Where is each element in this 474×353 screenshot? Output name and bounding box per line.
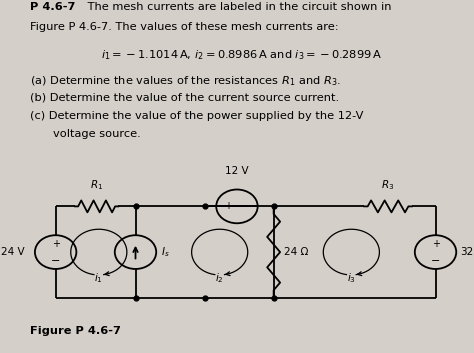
Text: $I_s$: $I_s$ [161, 245, 169, 259]
Text: 32: 32 [461, 247, 474, 257]
Text: The mesh currents are labeled in the circuit shown in: The mesh currents are labeled in the cir… [84, 2, 391, 12]
Text: −: − [241, 202, 250, 211]
Text: 24 Ω: 24 Ω [284, 247, 309, 257]
Text: $i_1$: $i_1$ [94, 271, 103, 285]
Text: +: + [431, 239, 439, 249]
Text: $i_1 = -1.1014\,\mathrm{A},\,i_2 = 0.8986\,\mathrm{A}$ and $i_3 = -0.2899\,\math: $i_1 = -1.1014\,\mathrm{A},\,i_2 = 0.898… [101, 48, 382, 62]
Text: 24 V: 24 V [0, 247, 24, 257]
Text: $i_3$: $i_3$ [347, 271, 356, 285]
Text: 12 V: 12 V [225, 166, 249, 176]
Text: +: + [224, 202, 232, 211]
Text: Figure P 4.6-7: Figure P 4.6-7 [30, 327, 120, 336]
Text: $i_2$: $i_2$ [215, 271, 224, 285]
Text: (b) Determine the value of the current source current.: (b) Determine the value of the current s… [30, 93, 339, 103]
Text: (a) Determine the values of the resistances $R_1$ and $R_3$.: (a) Determine the values of the resistan… [30, 74, 341, 88]
Text: voltage source.: voltage source. [54, 129, 141, 139]
Text: (c) Determine the value of the power supplied by the 12-V: (c) Determine the value of the power sup… [30, 111, 363, 121]
Text: $R_3$: $R_3$ [382, 179, 395, 192]
Text: Figure P 4.6-7. The values of these mesh currents are:: Figure P 4.6-7. The values of these mesh… [30, 23, 338, 32]
Text: $R_1$: $R_1$ [90, 179, 103, 192]
Text: +: + [52, 239, 60, 249]
Text: P 4.6-7: P 4.6-7 [30, 2, 75, 12]
Text: −: − [51, 256, 60, 265]
Text: −: − [431, 256, 440, 265]
